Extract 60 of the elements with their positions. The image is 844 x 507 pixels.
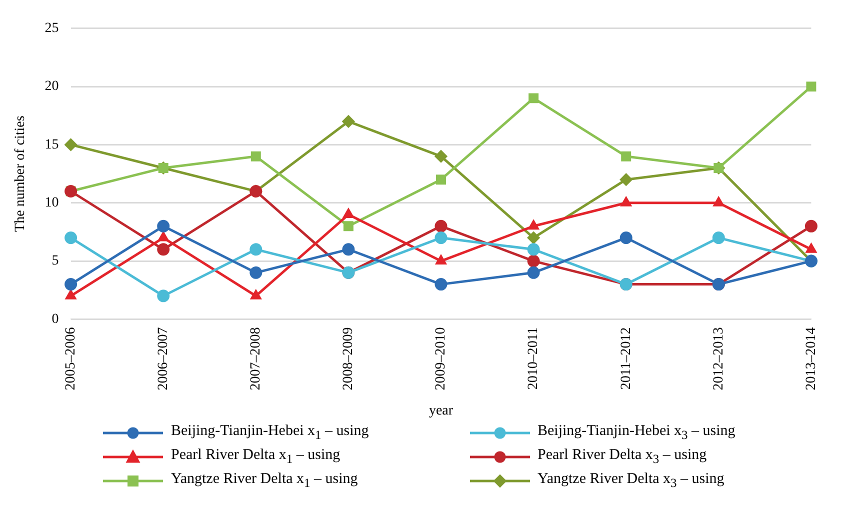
point [250,266,262,279]
x-tick-label: 2012–2013 [711,327,726,390]
y-tick-label: 5 [52,254,59,269]
point [250,290,262,300]
x-tick-label: 2009–2010 [434,327,449,390]
point [435,254,447,265]
legend-label: Pearl River Delta x$_{1}$ – using [171,447,340,467]
y-axis-title: The number of cities [13,116,28,232]
x-tick-label: 2006–2007 [156,327,172,390]
point [434,232,448,244]
x-tick-label: 2011–2012 [618,327,634,390]
point [713,196,724,206]
point [434,220,448,232]
point [64,138,78,151]
point [436,174,446,185]
point [158,232,169,242]
point [620,173,632,186]
point [157,290,170,302]
y-tick-label: 20 [44,79,59,94]
point [621,151,632,162]
point [620,232,632,244]
point [250,151,261,162]
point [434,150,448,163]
point [342,115,355,128]
point [620,196,632,206]
point [528,93,539,104]
point [527,232,540,244]
point [528,220,540,230]
point [342,243,355,256]
point [343,221,354,232]
point [64,278,78,291]
legend-label: Beijing-Tianjin-Hebei x$_{1}$ – using [171,423,369,443]
x-tick-label: 2010–2011 [526,327,542,390]
point [65,290,76,300]
legend-label: Yangtze River Delta x$_{1}$ – using [171,471,358,491]
point [806,82,816,92]
x-axis-title: year [428,403,454,418]
legend-label: Yangtze River Delta x$_{3}$ – using [538,471,724,491]
point [806,243,817,253]
point [527,254,540,268]
y-tick-label: 15 [44,137,59,152]
point [157,243,170,256]
x-tick-label: 2013–2014 [804,327,819,390]
x-tick-label: 2005–2006 [63,327,78,390]
point [527,243,540,256]
point [434,278,448,291]
point [157,220,170,232]
point [342,208,354,218]
x-tick-label: 2007–2008 [248,327,264,390]
point [527,266,540,279]
legend-label: Beijing-Tianjin-Hebei x$_{3}$ – using [538,423,736,443]
point [804,220,818,232]
legend-label: Pearl River Delta x$_{3}$ – using [538,447,707,467]
point [712,232,725,244]
point [64,232,78,244]
y-tick-label: 10 [44,196,59,211]
y-tick-label: 0 [52,312,59,327]
y-tick-label: 25 [44,21,59,36]
x-tick-label: 2008–2009 [341,327,356,390]
point [250,243,262,256]
